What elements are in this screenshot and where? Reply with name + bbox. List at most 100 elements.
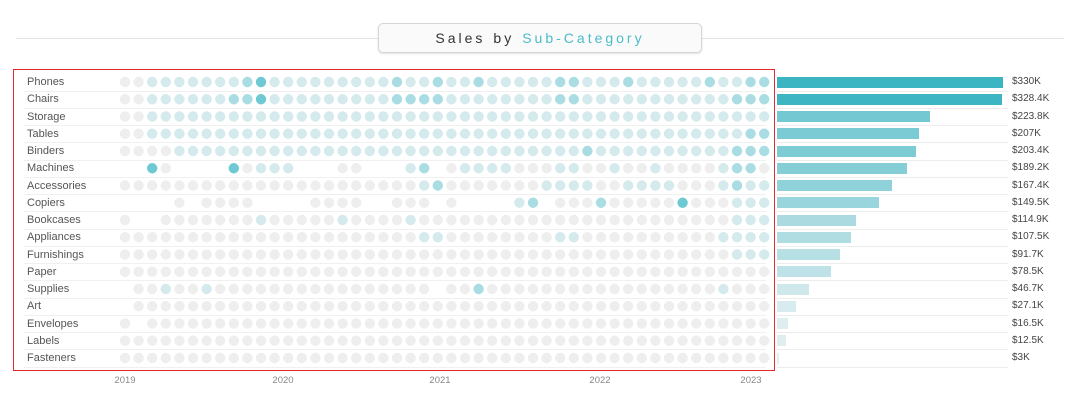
dot-tables-9[interactable] [242, 128, 253, 139]
dot-bookcases-41[interactable] [677, 214, 688, 226]
dot-binders-42[interactable] [691, 145, 702, 157]
dot-storage-10[interactable] [255, 111, 267, 122]
dot-binders-20[interactable] [391, 145, 403, 157]
dot-phones-11[interactable] [269, 76, 280, 88]
dot-accessories-43[interactable] [704, 180, 715, 191]
dot-chairs-40[interactable] [663, 94, 675, 105]
dot-appliances-43[interactable] [704, 232, 715, 243]
dot-bookcases-36[interactable] [609, 214, 620, 226]
dot-accessories-47[interactable] [759, 180, 770, 191]
dot-chairs-8[interactable] [228, 94, 239, 105]
dot-phones-22[interactable] [419, 76, 430, 88]
dot-chairs-5[interactable] [187, 94, 199, 105]
dot-supplies-26[interactable] [473, 283, 484, 295]
dot-chairs-10[interactable] [255, 94, 267, 105]
dot-binders-31[interactable] [541, 145, 552, 157]
dot-appliances-2[interactable] [147, 232, 158, 243]
dot-furnishings-31[interactable] [541, 249, 552, 260]
dot-tables-7[interactable] [215, 128, 226, 139]
dot-fasteners-11[interactable] [269, 352, 280, 364]
dot-tables-5[interactable] [187, 128, 199, 139]
dot-paper-12[interactable] [283, 266, 294, 277]
dot-phones-30[interactable] [527, 76, 539, 88]
dot-phones-18[interactable] [364, 76, 375, 88]
dot-paper-26[interactable] [473, 266, 484, 277]
dot-accessories-42[interactable] [691, 180, 702, 191]
dot-accessories-15[interactable] [323, 180, 335, 191]
dot-labels-15[interactable] [323, 335, 335, 346]
dot-art-44[interactable] [718, 301, 729, 312]
dot-machines-9[interactable] [242, 163, 253, 174]
dot-binders-29[interactable] [514, 145, 525, 157]
dot-envelopes-42[interactable] [691, 318, 702, 329]
dot-labels-28[interactable] [500, 335, 511, 346]
dot-binders-27[interactable] [487, 145, 498, 157]
dot-accessories-13[interactable] [296, 180, 307, 191]
dot-envelopes-31[interactable] [541, 318, 552, 329]
dot-paper-18[interactable] [364, 266, 375, 277]
dot-art-20[interactable] [391, 301, 403, 312]
dot-fasteners-38[interactable] [636, 352, 647, 364]
dot-chairs-2[interactable] [147, 94, 158, 105]
dot-supplies-45[interactable] [731, 283, 743, 295]
dot-chairs-31[interactable] [541, 94, 552, 105]
dot-paper-0[interactable] [119, 266, 131, 277]
dot-appliances-5[interactable] [187, 232, 199, 243]
dot-phones-33[interactable] [568, 76, 579, 88]
dot-copiers-38[interactable] [636, 197, 647, 208]
dot-furnishings-33[interactable] [568, 249, 579, 260]
dot-appliances-7[interactable] [215, 232, 226, 243]
dot-storage-30[interactable] [527, 111, 539, 122]
dot-fasteners-1[interactable] [133, 352, 144, 364]
dot-chairs-20[interactable] [391, 94, 403, 105]
dot-copiers-32[interactable] [555, 197, 566, 208]
dot-supplies-44[interactable] [718, 283, 729, 295]
dot-furnishings-34[interactable] [582, 249, 593, 260]
dot-accessories-31[interactable] [541, 180, 552, 191]
dot-machines-34[interactable] [582, 163, 593, 174]
dot-appliances-9[interactable] [242, 232, 253, 243]
dot-chairs-27[interactable] [487, 94, 498, 105]
dot-copiers-33[interactable] [568, 197, 579, 208]
dot-tables-13[interactable] [296, 128, 307, 139]
dot-labels-14[interactable] [310, 335, 321, 346]
dot-furnishings-41[interactable] [677, 249, 688, 260]
dot-chairs-12[interactable] [283, 94, 294, 105]
dot-envelopes-38[interactable] [636, 318, 647, 329]
dot-envelopes-19[interactable] [378, 318, 389, 329]
dot-supplies-30[interactable] [527, 283, 539, 295]
dot-tables-30[interactable] [527, 128, 539, 139]
dot-labels-41[interactable] [677, 335, 688, 346]
dot-appliances-15[interactable] [323, 232, 335, 243]
bar-appliances[interactable] [777, 231, 851, 243]
dot-supplies-3[interactable] [160, 283, 171, 295]
dot-phones-41[interactable] [677, 76, 688, 88]
dot-art-36[interactable] [609, 301, 620, 312]
dot-tables-42[interactable] [691, 128, 702, 139]
dot-furnishings-39[interactable] [650, 249, 661, 260]
dot-fasteners-14[interactable] [310, 352, 321, 364]
dot-fasteners-19[interactable] [378, 352, 389, 364]
dot-furnishings-5[interactable] [187, 249, 199, 260]
dot-envelopes-12[interactable] [283, 318, 294, 329]
dot-binders-24[interactable] [446, 145, 457, 157]
dot-binders-32[interactable] [555, 145, 566, 157]
dot-fasteners-47[interactable] [759, 352, 770, 364]
dot-copiers-22[interactable] [419, 197, 430, 208]
dot-fasteners-18[interactable] [364, 352, 375, 364]
dot-chairs-11[interactable] [269, 94, 280, 105]
dot-appliances-29[interactable] [514, 232, 525, 243]
dot-labels-25[interactable] [459, 335, 471, 346]
dot-binders-38[interactable] [636, 145, 647, 157]
dot-art-5[interactable] [187, 301, 199, 312]
dot-paper-33[interactable] [568, 266, 579, 277]
dot-furnishings-45[interactable] [731, 249, 743, 260]
dot-tables-46[interactable] [745, 128, 756, 139]
dot-labels-46[interactable] [745, 335, 756, 346]
dot-appliances-11[interactable] [269, 232, 280, 243]
dot-art-27[interactable] [487, 301, 498, 312]
dot-chairs-37[interactable] [623, 94, 634, 105]
dot-appliances-10[interactable] [255, 232, 267, 243]
dot-fasteners-33[interactable] [568, 352, 579, 364]
dot-fasteners-32[interactable] [555, 352, 566, 364]
